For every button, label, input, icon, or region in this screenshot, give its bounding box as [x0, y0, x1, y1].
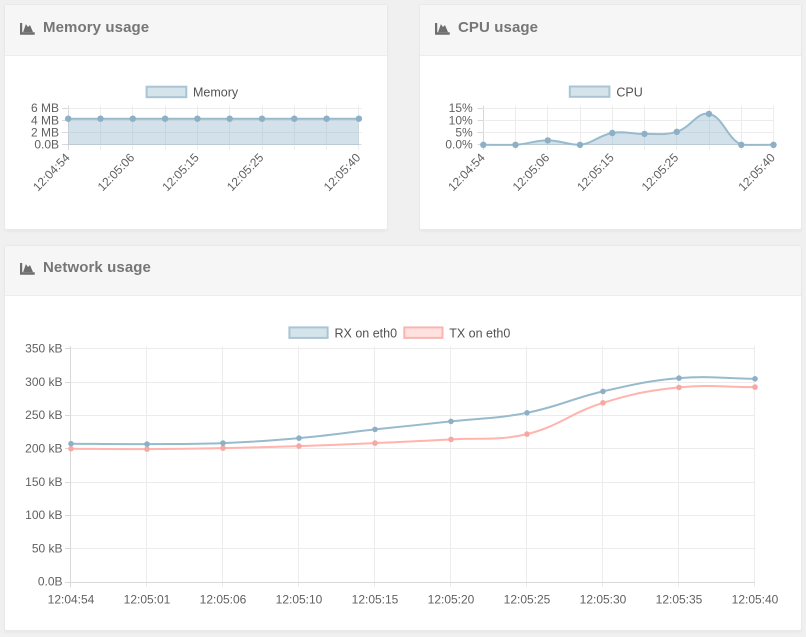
- svg-text:50 kB: 50 kB: [32, 541, 63, 555]
- svg-text:12:05:40: 12:05:40: [732, 593, 779, 607]
- svg-text:0.0B: 0.0B: [34, 138, 59, 152]
- svg-text:150 kB: 150 kB: [25, 475, 62, 489]
- svg-text:6 MB: 6 MB: [31, 101, 59, 115]
- svg-text:100 kB: 100 kB: [25, 508, 62, 522]
- svg-text:12:04:54: 12:04:54: [445, 150, 488, 194]
- svg-text:12:05:30: 12:05:30: [580, 593, 627, 607]
- svg-text:12:05:35: 12:05:35: [656, 593, 703, 607]
- svg-text:12:04:54: 12:04:54: [48, 593, 95, 607]
- svg-text:12:05:40: 12:05:40: [321, 150, 364, 194]
- svg-text:12:05:06: 12:05:06: [200, 593, 247, 607]
- svg-text:12:05:25: 12:05:25: [504, 593, 551, 607]
- svg-text:2 MB: 2 MB: [31, 126, 59, 140]
- svg-text:12:05:06: 12:05:06: [510, 150, 553, 194]
- svg-text:TX on eth0: TX on eth0: [449, 326, 510, 340]
- svg-text:350 kB: 350 kB: [25, 342, 62, 356]
- svg-text:12:05:25: 12:05:25: [224, 150, 267, 194]
- svg-text:12:04:54: 12:04:54: [30, 150, 73, 194]
- svg-text:5%: 5%: [455, 126, 473, 140]
- svg-text:12:05:15: 12:05:15: [352, 593, 399, 607]
- svg-text:12:05:20: 12:05:20: [428, 593, 475, 607]
- svg-text:Memory: Memory: [193, 86, 239, 100]
- svg-text:4 MB: 4 MB: [31, 113, 59, 127]
- svg-text:10%: 10%: [449, 113, 473, 127]
- svg-text:12:05:15: 12:05:15: [159, 150, 202, 194]
- svg-text:250 kB: 250 kB: [25, 408, 62, 422]
- svg-text:0.0%: 0.0%: [445, 138, 473, 152]
- svg-text:12:05:01: 12:05:01: [124, 593, 171, 607]
- svg-text:12:05:06: 12:05:06: [95, 150, 138, 194]
- svg-text:12:05:15: 12:05:15: [574, 150, 617, 194]
- svg-text:300 kB: 300 kB: [25, 375, 62, 389]
- svg-text:0.0B: 0.0B: [38, 575, 63, 589]
- svg-text:12:05:10: 12:05:10: [276, 593, 323, 607]
- svg-text:15%: 15%: [449, 101, 473, 115]
- svg-text:CPU: CPU: [616, 85, 642, 99]
- svg-text:12:05:25: 12:05:25: [639, 150, 682, 194]
- svg-text:RX on eth0: RX on eth0: [335, 326, 398, 340]
- svg-text:200 kB: 200 kB: [25, 442, 62, 456]
- svg-text:12:05:40: 12:05:40: [735, 150, 778, 194]
